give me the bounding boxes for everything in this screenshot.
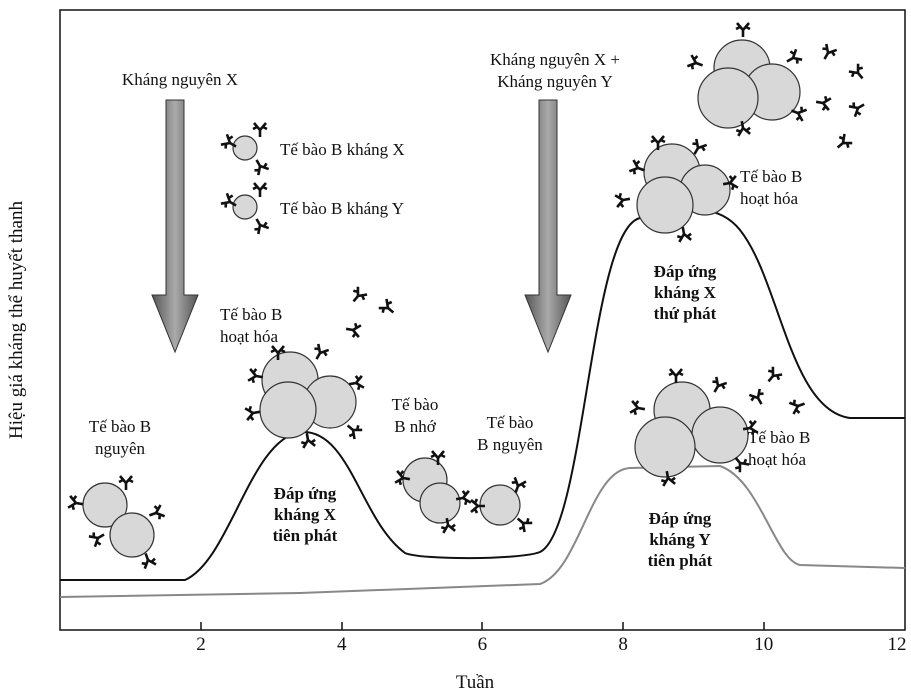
cell: [635, 417, 695, 477]
annotation-text: Tế bào B kháng Y: [280, 199, 404, 218]
x-tick-label: 4: [337, 634, 347, 655]
antibody: [68, 495, 84, 511]
annotation-text: hoạt hóa: [740, 189, 799, 208]
annotation-text: B nhớ: [394, 417, 437, 436]
antibody: [88, 528, 107, 547]
diagram: Hiệu giá kháng thể huyết thanh Tuần 2 4 6 8…: [0, 0, 911, 694]
annotation-text: Tế bào: [487, 413, 534, 432]
arrow: [525, 100, 571, 352]
x-tick-label: 6: [478, 634, 488, 655]
antibody: [748, 388, 767, 407]
cell: [233, 195, 257, 219]
antibody: [848, 63, 868, 83]
annotation-text: Tế bào B kháng X: [280, 140, 405, 159]
annotation-text: kháng X: [274, 505, 337, 524]
annotation-text: nguyên: [95, 439, 146, 458]
annotation-text: Kháng nguyên Y: [497, 72, 613, 91]
annotation-text: Tế bào B: [89, 417, 151, 436]
y-axis-label: Hiệu giá kháng thể huyết thanh: [6, 201, 27, 439]
antibody: [783, 48, 802, 67]
annotation-text: hoạt hóa: [748, 450, 807, 469]
annotation-text: Tế bào B: [748, 428, 810, 447]
antibody: [250, 156, 269, 175]
annotation-text: tiên phát: [648, 551, 713, 570]
curve-y: [60, 466, 905, 597]
annotation-text: thứ phát: [654, 304, 717, 323]
annotation-text: Đáp ứng: [654, 262, 717, 281]
x-tick-label: 2: [196, 634, 206, 655]
annotation-text: kháng X: [654, 283, 717, 302]
x-tick-label: 10: [754, 634, 773, 655]
antibody: [815, 95, 831, 111]
antibody: [253, 183, 267, 197]
cell: [260, 382, 316, 438]
annotation-text: tiên phát: [273, 526, 338, 545]
antibody: [253, 123, 267, 137]
cell: [480, 485, 520, 525]
annotation-text: hoạt hóa: [220, 327, 279, 346]
x-tick-label: 8: [618, 634, 628, 655]
cell: [637, 177, 693, 233]
antibody: [615, 192, 631, 208]
cell: [698, 68, 758, 128]
antibody: [147, 504, 165, 522]
annotation-text: Kháng nguyên X +: [490, 50, 620, 69]
annotation-text: B nguyên: [477, 435, 543, 454]
annotation-text: Kháng nguyên X: [122, 70, 238, 89]
arrow: [152, 100, 198, 352]
antibody: [736, 23, 750, 37]
antibody: [848, 98, 867, 117]
x-ticks: [201, 622, 764, 630]
antibody: [250, 215, 269, 234]
x-tick-labels: 2 4 6 8 10 12: [196, 634, 906, 655]
annotation-text: Tế bào B: [220, 305, 282, 324]
antibody: [310, 343, 329, 362]
annotation-text: Đáp ứng: [649, 509, 712, 528]
antibody: [687, 54, 705, 72]
cell: [420, 483, 460, 523]
annotation-text: kháng Y: [649, 530, 710, 549]
x-tick-label: 12: [888, 634, 907, 655]
antibody: [669, 369, 683, 383]
antibody: [348, 286, 368, 306]
annotation-text: Tế bào: [392, 395, 439, 414]
cell: [233, 136, 257, 160]
cell: [692, 407, 748, 463]
antibody: [345, 322, 361, 338]
antibody: [818, 43, 837, 62]
antibody: [245, 405, 261, 421]
antibody: [789, 397, 807, 415]
antibody: [708, 376, 727, 395]
antibody: [833, 133, 853, 153]
antibody: [630, 400, 646, 416]
antibody: [378, 298, 398, 318]
antibody: [763, 366, 783, 386]
annotation-text: Đáp ứng: [274, 484, 337, 503]
x-axis-label: Tuần: [456, 672, 495, 693]
annotation-text: Tế bào B: [740, 167, 802, 186]
cell: [110, 513, 154, 557]
curve-x: [60, 209, 905, 580]
antibody: [119, 476, 133, 490]
